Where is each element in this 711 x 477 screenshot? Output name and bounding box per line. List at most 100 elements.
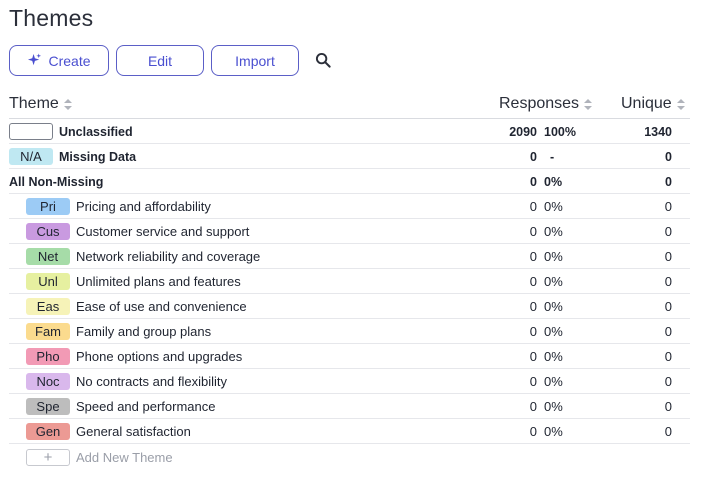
row-label: Missing Data: [59, 149, 137, 164]
table-row[interactable]: Cus Customer service and support 0 0% 0: [9, 219, 690, 244]
add-new-theme[interactable]: + Add New Theme: [9, 444, 690, 470]
search-icon[interactable]: [311, 49, 335, 73]
unique-count: 0: [664, 399, 672, 414]
theme-code-badge: Net: [26, 248, 70, 265]
sort-icon: [584, 98, 593, 110]
column-header-unique-label: Unique: [621, 95, 672, 112]
responses-percent: 100%: [544, 124, 576, 139]
row-label: All Non-Missing: [9, 174, 104, 189]
theme-label: Phone options and upgrades: [76, 349, 243, 364]
responses-count: 0: [529, 299, 537, 314]
theme-code-badge: Pri: [26, 198, 70, 215]
theme-code-badge: Spe: [26, 398, 70, 415]
table-row[interactable]: Noc No contracts and flexibility 0 0% 0: [9, 369, 690, 394]
table-row-unclassified[interactable]: Unclassified 2090 100% 1340: [9, 119, 690, 144]
theme-label: Customer service and support: [76, 224, 250, 239]
unique-count: 0: [664, 324, 672, 339]
responses-count: 0: [529, 224, 537, 239]
sort-icon: [63, 98, 72, 110]
table-row[interactable]: Gen General satisfaction 0 0% 0: [9, 419, 690, 444]
edit-button-label: Edit: [147, 52, 173, 69]
column-header-unique[interactable]: Unique: [621, 95, 685, 113]
column-header-responses-label: Responses: [499, 95, 580, 112]
theme-label: Unlimited plans and features: [76, 274, 241, 289]
column-header-responses[interactable]: Responses: [499, 95, 593, 113]
theme-code-badge: Gen: [26, 423, 70, 440]
unclassified-swatch: [9, 123, 53, 140]
responses-count: 0: [530, 149, 537, 164]
table-row[interactable]: Fam Family and group plans 0 0% 0: [9, 319, 690, 344]
unique-count: 0: [665, 149, 672, 164]
table-row[interactable]: Net Network reliability and coverage 0 0% 0: [9, 244, 690, 269]
column-header-theme-label: Theme: [9, 95, 59, 112]
sort-icon: [676, 98, 685, 110]
na-badge: N/A: [9, 148, 53, 165]
theme-label: Speed and performance: [76, 399, 216, 414]
responses-count: 0: [529, 399, 537, 414]
responses-percent: 0%: [544, 399, 563, 414]
unique-count: 0: [664, 274, 672, 289]
theme-code-badge: Pho: [26, 348, 70, 365]
theme-label: Family and group plans: [76, 324, 212, 339]
responses-percent: -: [550, 149, 555, 164]
column-header-theme[interactable]: Theme: [9, 95, 72, 113]
theme-code-badge: Fam: [26, 323, 70, 340]
responses-percent: 0%: [544, 374, 563, 389]
edit-button[interactable]: Edit: [116, 45, 204, 76]
table-row-all-non-missing[interactable]: All Non-Missing 0 0% 0: [9, 169, 690, 194]
theme-list: Pri Pricing and affordability 0 0% 0 Cus Custo…: [9, 194, 690, 444]
responses-count: 0: [529, 274, 537, 289]
responses-percent: 0%: [544, 224, 563, 239]
table-row[interactable]: Spe Speed and performance 0 0% 0: [9, 394, 690, 419]
table-row-missing-data[interactable]: N/A Missing Data 0 - 0: [9, 144, 690, 169]
theme-code-badge: Noc: [26, 373, 70, 390]
responses-percent: 0%: [544, 249, 563, 264]
table-row[interactable]: Pri Pricing and affordability 0 0% 0: [9, 194, 690, 219]
responses-count: 0: [529, 199, 537, 214]
responses-percent: 0%: [544, 324, 563, 339]
theme-code-badge: Eas: [26, 298, 70, 315]
unique-count: 0: [664, 199, 672, 214]
responses-count: 0: [529, 349, 537, 364]
unique-count: 0: [664, 424, 672, 439]
responses-count: 0: [529, 324, 537, 339]
create-button-label: Create: [48, 52, 91, 69]
unique-count: 0: [664, 349, 672, 364]
theme-label: No contracts and flexibility: [76, 374, 228, 389]
responses-percent: 0%: [544, 299, 563, 314]
page-title: Themes: [9, 5, 94, 31]
import-button-label: Import: [235, 52, 275, 69]
table-row[interactable]: Pho Phone options and upgrades 0 0% 0: [9, 344, 690, 369]
unique-count: 0: [664, 249, 672, 264]
responses-count: 0: [529, 249, 537, 264]
responses-percent: 0%: [544, 274, 563, 289]
unique-count: 0: [665, 174, 672, 189]
toolbar: Create Edit Import: [9, 45, 335, 76]
themes-table: Theme Responses Unique Unclassified 2090…: [9, 93, 690, 470]
responses-percent: 0%: [544, 424, 563, 439]
theme-label: Ease of use and convenience: [76, 299, 247, 314]
table-row[interactable]: Eas Ease of use and convenience 0 0% 0: [9, 294, 690, 319]
theme-label: General satisfaction: [76, 424, 191, 439]
unique-count: 1340: [644, 124, 672, 139]
theme-code-badge: Cus: [26, 223, 70, 240]
unique-count: 0: [664, 224, 672, 239]
plus-icon: +: [26, 448, 70, 466]
responses-count: 0: [529, 424, 537, 439]
responses-percent: 0%: [544, 199, 563, 214]
responses-percent: 0%: [544, 174, 563, 189]
table-row[interactable]: Unl Unlimited plans and features 0 0% 0: [9, 269, 690, 294]
unique-count: 0: [664, 299, 672, 314]
theme-label: Network reliability and coverage: [76, 249, 261, 264]
responses-count: 2090: [509, 124, 537, 139]
row-label: Unclassified: [59, 124, 133, 139]
import-button[interactable]: Import: [211, 45, 299, 76]
unique-count: 0: [664, 374, 672, 389]
sparkle-icon: [27, 53, 42, 68]
table-header: Theme Responses Unique: [9, 93, 690, 119]
responses-count: 0: [530, 174, 537, 189]
responses-count: 0: [529, 374, 537, 389]
add-new-theme-label: Add New Theme: [76, 449, 173, 465]
create-button[interactable]: Create: [9, 45, 109, 76]
theme-code-badge: Unl: [26, 273, 70, 290]
